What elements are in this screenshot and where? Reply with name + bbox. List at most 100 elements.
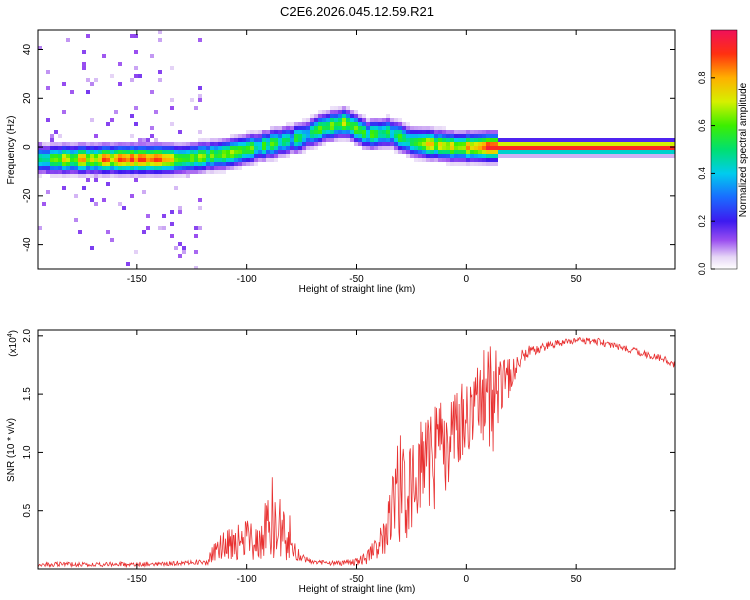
spectrogram-y-ticks: -40 -20 0 20 40 xyxy=(22,44,675,252)
heatmap-cell xyxy=(406,126,410,130)
heatmap-cell xyxy=(74,166,78,170)
heatmap-cell xyxy=(538,146,542,150)
heatmap-cell xyxy=(266,158,270,162)
heatmap-cell xyxy=(38,146,42,150)
heatmap-cell xyxy=(510,150,514,154)
heatmap-cell xyxy=(474,134,478,138)
heatmap-cell xyxy=(210,142,214,146)
heatmap-cell xyxy=(246,130,250,134)
heatmap-cell xyxy=(150,174,154,178)
heatmap-cell xyxy=(238,166,242,170)
heatmap-cell xyxy=(290,134,294,138)
heatmap-cell xyxy=(338,110,342,114)
heatmap-cell xyxy=(226,150,230,154)
heatmap-cell xyxy=(478,146,482,150)
heatmap-cell xyxy=(558,154,562,158)
heatmap-cell xyxy=(158,154,162,158)
heatmap-cell xyxy=(198,94,202,98)
heatmap-cell xyxy=(62,170,66,174)
heatmap-cell xyxy=(398,130,402,134)
heatmap-cell xyxy=(62,166,66,170)
heatmap-cell xyxy=(202,138,206,142)
heatmap-cell xyxy=(554,154,558,158)
heatmap-cell xyxy=(438,142,442,146)
heatmap-cell xyxy=(358,118,362,122)
heatmap-cell xyxy=(462,146,466,150)
heatmap-cell xyxy=(554,138,558,142)
heatmap-cell xyxy=(286,154,290,158)
heatmap-cell xyxy=(114,110,118,114)
heatmap-cell xyxy=(414,150,418,154)
heatmap-cell xyxy=(278,138,282,142)
chart-title: C2E6.2026.045.12.59.R21 xyxy=(280,4,434,19)
heatmap-cell xyxy=(482,146,486,150)
x-tick-label: -50 xyxy=(349,274,364,285)
heatmap-cell xyxy=(122,206,126,210)
heatmap-cell xyxy=(178,162,182,166)
heatmap-cell xyxy=(130,134,134,138)
heatmap-cell xyxy=(322,142,326,146)
heatmap-cell xyxy=(190,98,194,102)
heatmap-cell xyxy=(46,86,50,90)
heatmap-cell xyxy=(338,134,342,138)
heatmap-cell xyxy=(194,234,198,238)
heatmap-cell xyxy=(214,150,218,154)
heatmap-cell xyxy=(434,150,438,154)
heatmap-cell xyxy=(250,158,254,162)
heatmap-cell xyxy=(446,138,450,142)
heatmap-cell xyxy=(582,138,586,142)
spectrogram-y-axis-label: Frequency (Hz) xyxy=(6,116,17,185)
heatmap-cell xyxy=(162,154,166,158)
heatmap-cell xyxy=(158,30,162,34)
heatmap-cell xyxy=(194,150,198,154)
heatmap-cell xyxy=(138,146,142,150)
heatmap-cell xyxy=(46,170,50,174)
heatmap-cell xyxy=(378,134,382,138)
heatmap-cell xyxy=(326,138,330,142)
heatmap-cell xyxy=(170,98,174,102)
heatmap-cell xyxy=(154,110,158,114)
heatmap-cell xyxy=(94,146,98,150)
heatmap-cell xyxy=(150,162,154,166)
heatmap-cell xyxy=(234,150,238,154)
heatmap-cell xyxy=(158,146,162,150)
heatmap-cell xyxy=(78,142,82,146)
heatmap-cell xyxy=(666,138,670,142)
heatmap-cell xyxy=(62,150,66,154)
y-tick-label: 2.0 xyxy=(22,328,33,342)
heatmap-cell xyxy=(482,130,486,134)
heatmap-cell xyxy=(450,146,454,150)
heatmap-cell xyxy=(394,118,398,122)
heatmap-cell xyxy=(606,138,610,142)
heatmap-cell xyxy=(306,146,310,150)
heatmap-cell xyxy=(166,154,170,158)
heatmap-cell xyxy=(610,142,614,146)
heatmap-cell xyxy=(138,74,142,78)
heatmap-cell xyxy=(106,154,110,158)
heatmap-cell xyxy=(430,138,434,142)
heatmap-cell xyxy=(186,150,190,154)
heatmap-cell xyxy=(534,154,538,158)
heatmap-cell xyxy=(286,138,290,142)
heatmap-cell xyxy=(222,150,226,154)
heatmap-cell xyxy=(158,170,162,174)
heatmap-cell xyxy=(386,122,390,126)
heatmap-cell xyxy=(206,170,210,174)
heatmap-cell xyxy=(182,170,186,174)
heatmap-cell xyxy=(550,146,554,150)
heatmap-cell xyxy=(186,146,190,150)
heatmap-cell xyxy=(198,86,202,90)
heatmap-cell xyxy=(130,146,134,150)
heatmap-cell xyxy=(74,158,78,162)
heatmap-cell xyxy=(466,130,470,134)
heatmap-cell xyxy=(566,154,570,158)
heatmap-cell xyxy=(630,150,634,154)
heatmap-cell xyxy=(170,150,174,154)
heatmap-cell xyxy=(454,154,458,158)
heatmap-cell xyxy=(294,134,298,138)
heatmap-cell xyxy=(390,146,394,150)
heatmap-cell xyxy=(254,134,258,138)
x-tick-label: 50 xyxy=(571,574,583,585)
heatmap-cell xyxy=(302,142,306,146)
heatmap-cell xyxy=(522,138,526,142)
